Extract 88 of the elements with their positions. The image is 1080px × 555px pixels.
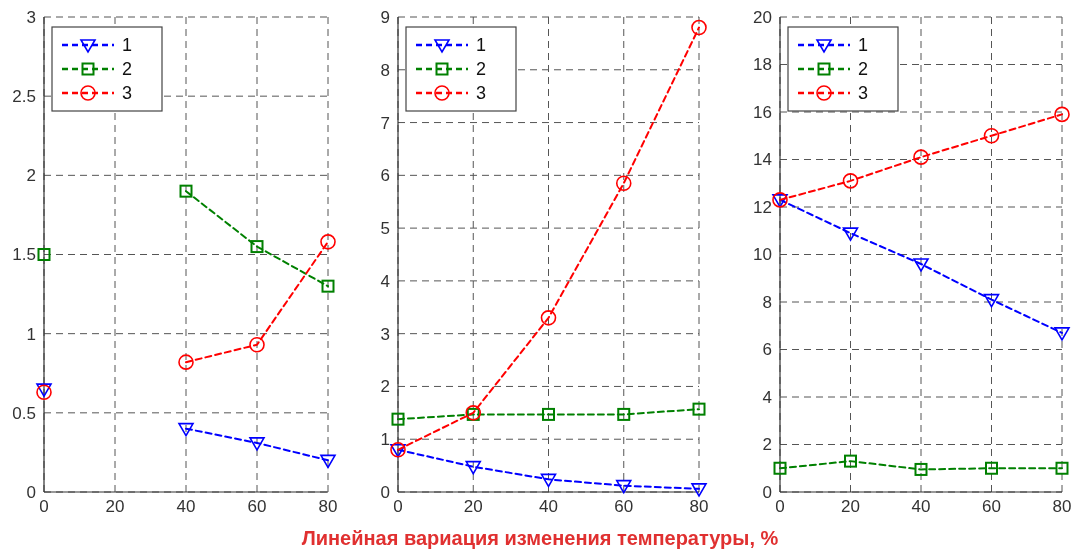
x-tick-label: 40 bbox=[539, 497, 558, 516]
y-tick-label: 12 bbox=[753, 197, 772, 217]
legend-label: 3 bbox=[858, 83, 869, 104]
y-tick-label: 2 bbox=[380, 377, 390, 397]
x-tick-label: 80 bbox=[689, 497, 709, 516]
legend-label: 3 bbox=[122, 83, 133, 104]
point bbox=[842, 227, 859, 241]
point bbox=[983, 293, 1000, 308]
x-tick-label: 40 bbox=[911, 497, 931, 516]
x-tick-label: 60 bbox=[982, 497, 1001, 516]
x-tick-label: 0 bbox=[39, 497, 49, 516]
point bbox=[983, 127, 1000, 144]
x-axis-title: Линейная вариация изменения температуры, % bbox=[301, 527, 779, 549]
legend-label: 3 bbox=[476, 83, 487, 104]
point bbox=[615, 175, 632, 192]
x-tick-label: 20 bbox=[105, 497, 125, 516]
x-tick-label: 20 bbox=[841, 497, 860, 516]
point bbox=[249, 336, 265, 353]
legend-label: 1 bbox=[122, 35, 133, 56]
point bbox=[320, 454, 336, 469]
y-tick-label: 4 bbox=[762, 387, 772, 407]
point bbox=[913, 258, 929, 272]
y-tick-label: 0.5 bbox=[12, 403, 36, 423]
y-tick-label: 3 bbox=[380, 324, 390, 344]
point bbox=[692, 402, 706, 416]
point bbox=[540, 310, 557, 326]
point bbox=[985, 461, 998, 475]
y-tick-label: 2 bbox=[26, 166, 36, 186]
point bbox=[465, 460, 482, 475]
x-tick-label: 80 bbox=[1052, 497, 1072, 516]
y-tick-label: 9 bbox=[380, 7, 390, 27]
point bbox=[1054, 327, 1070, 341]
point bbox=[844, 454, 857, 468]
point bbox=[178, 354, 194, 370]
point bbox=[1054, 106, 1070, 123]
point bbox=[913, 149, 929, 165]
point bbox=[179, 184, 193, 198]
y-tick-label: 6 bbox=[380, 166, 390, 186]
point bbox=[36, 383, 52, 397]
x-tick-label: 20 bbox=[463, 497, 483, 516]
y-tick-label: 1 bbox=[380, 430, 390, 450]
point bbox=[178, 422, 194, 437]
point bbox=[249, 437, 265, 451]
x-tick-label: 60 bbox=[247, 497, 267, 516]
y-tick-label: 20 bbox=[753, 7, 772, 27]
point bbox=[542, 407, 555, 421]
point bbox=[691, 483, 707, 497]
y-tick-label: 8 bbox=[762, 292, 772, 312]
y-tick-label: 2 bbox=[762, 435, 772, 455]
y-tick-label: 3 bbox=[26, 7, 36, 27]
point bbox=[617, 407, 631, 421]
x-tick-label: 80 bbox=[318, 497, 338, 516]
point bbox=[914, 462, 928, 476]
point bbox=[615, 479, 632, 494]
y-tick-label: 2.5 bbox=[12, 87, 36, 107]
y-tick-label: 1 bbox=[26, 324, 36, 344]
y-tick-label: 10 bbox=[753, 245, 772, 265]
point bbox=[391, 412, 405, 426]
point bbox=[250, 240, 264, 254]
x-tick-label: 60 bbox=[614, 497, 634, 516]
point bbox=[691, 19, 707, 36]
y-tick-label: 5 bbox=[380, 219, 390, 239]
legend-label: 2 bbox=[122, 59, 133, 80]
point bbox=[1055, 461, 1069, 475]
point bbox=[321, 279, 335, 293]
point bbox=[320, 234, 336, 250]
legend-label: 2 bbox=[858, 59, 869, 80]
legend-label: 1 bbox=[476, 35, 487, 56]
x-tick-label: 0 bbox=[775, 497, 785, 516]
point bbox=[842, 173, 859, 189]
point bbox=[540, 473, 557, 488]
y-tick-label: 14 bbox=[753, 150, 772, 170]
point bbox=[37, 248, 51, 261]
legend-label: 1 bbox=[858, 35, 869, 56]
y-tick-label: 1.5 bbox=[12, 245, 36, 265]
y-tick-label: 7 bbox=[380, 113, 390, 133]
legend-label: 2 bbox=[476, 59, 487, 80]
y-tick-label: 8 bbox=[380, 60, 390, 80]
y-tick-label: 0 bbox=[26, 482, 36, 502]
point bbox=[773, 461, 787, 475]
y-tick-label: 18 bbox=[753, 55, 772, 75]
y-tick-label: 0 bbox=[762, 482, 772, 502]
y-tick-label: 4 bbox=[380, 271, 390, 291]
y-tick-label: 6 bbox=[762, 340, 772, 360]
y-tick-label: 16 bbox=[753, 102, 772, 122]
x-tick-label: 0 bbox=[393, 497, 403, 516]
x-tick-label: 40 bbox=[176, 497, 196, 516]
y-tick-label: 0 bbox=[380, 482, 390, 502]
